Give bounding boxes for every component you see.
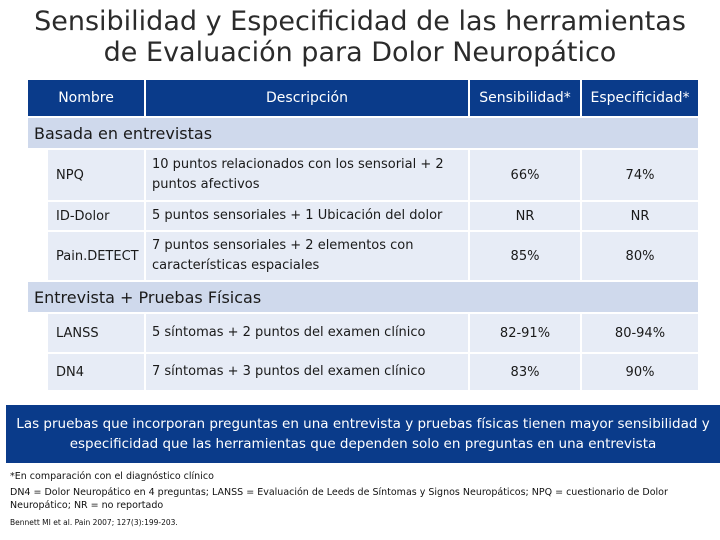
header-specificity: Especificidad* (582, 80, 698, 116)
header-description: Descripción (146, 80, 468, 116)
footnote-reference: Bennett MI et al. Pain 2007; 127(3):199-… (10, 518, 178, 527)
footnote-abbreviations: DN4 = Dolor Neuropático en 4 preguntas; … (10, 487, 668, 511)
slide-title: Sensibilidad y Especificidad de las herr… (0, 6, 720, 68)
footnote-comparison: *En comparación con el diagnóstico clíni… (10, 471, 214, 482)
row-sensitivity: 66% (470, 150, 580, 200)
header-sensitivity: Sensibilidad* (470, 80, 580, 116)
conclusion-line-2: especificidad que las herramientas que d… (69, 436, 657, 452)
row-description: 7 puntos sensoriales + 2 elementos con c… (146, 232, 468, 280)
row-sensitivity: 83% (470, 354, 580, 390)
row-sensitivity: 82-91% (470, 314, 580, 352)
row-description: 5 síntomas + 2 puntos del examen clínico (146, 314, 468, 352)
row-description: 5 puntos sensoriales + 1 Ubicación del d… (146, 202, 468, 230)
row-specificity: 80-94% (582, 314, 698, 352)
section-interview-physical: Entrevista + Pruebas Físicas (28, 282, 698, 312)
row-description: 7 síntomas + 3 puntos del examen clínico (146, 354, 468, 390)
row-name: NPQ (48, 150, 144, 200)
conclusion-banner: Las pruebas que incorporan preguntas en … (6, 405, 720, 463)
row-specificity: 90% (582, 354, 698, 390)
row-name: DN4 (48, 354, 144, 390)
row-specificity: 74% (582, 150, 698, 200)
conclusion-line-1: Las pruebas que incorporan preguntas en … (16, 416, 710, 432)
row-sensitivity: NR (470, 202, 580, 230)
row-specificity: 80% (582, 232, 698, 280)
row-sensitivity: 85% (470, 232, 580, 280)
row-specificity: NR (582, 202, 698, 230)
slide-title-line-2: de Evaluación para Dolor Neuropático (103, 37, 617, 68)
section-interview-based: Basada en entrevistas (28, 118, 698, 148)
row-name: ID-Dolor (48, 202, 144, 230)
row-description: 10 puntos relacionados con los sensorial… (146, 150, 468, 200)
header-name: Nombre (28, 80, 144, 116)
row-name: Pain.DETECT (48, 232, 144, 280)
row-name: LANSS (48, 314, 144, 352)
slide-title-line-1: Sensibilidad y Especificidad de las herr… (34, 6, 686, 37)
